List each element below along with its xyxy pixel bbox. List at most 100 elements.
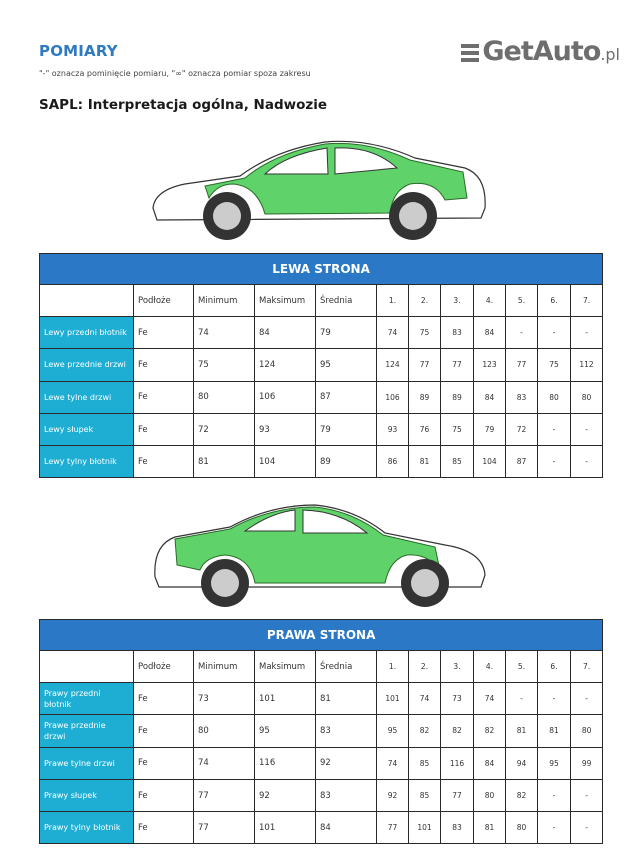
cell-value: 84 [473,315,506,350]
column-header: Średnia [315,650,377,683]
cell-value: 82 [505,778,538,813]
cell-value: 116 [254,746,316,780]
column-header: 4. [473,650,506,683]
cell-value: 84 [254,315,316,350]
cell-value: 83 [440,811,474,845]
column-header: 6. [537,650,571,683]
column-header: 3. [440,650,474,683]
table-row: Prawe przednie drzwi Fe 80 95 83 95 82 82 82 81 81… [39,714,604,748]
cell-value: 80 [569,714,604,748]
cell-value: Fe [133,380,194,414]
cell-value: 84 [315,811,377,845]
corner-cell [39,650,134,683]
cell-value: - [537,445,571,479]
cell-value: 79 [315,315,377,350]
row-label: Lewy przedni błotnik [39,315,134,350]
row-label: Prawe tylne drzwi [39,746,134,780]
cell-value: 94 [505,746,538,780]
cell-value: 83 [315,778,377,813]
cell-value: Fe [133,811,194,845]
cell-value: 73 [440,681,474,716]
cell-value: 74 [473,681,506,716]
cell-value: 106 [254,380,316,414]
cell-value: 84 [473,746,506,780]
cell-value: Fe [133,714,194,748]
cell-value: 101 [254,681,316,716]
row-label: Lewy tylny błotnik [39,445,134,479]
cell-value: 92 [254,778,316,813]
cell-value: 83 [440,315,474,350]
cell-value: 80 [569,380,604,414]
cell-value: 77 [505,348,538,382]
page-title: POMIARY [39,42,118,60]
cell-value: 81 [473,811,506,845]
cell-value: 95 [254,714,316,748]
cell-value: 72 [505,412,538,447]
row-label: Lewe przednie drzwi [39,348,134,382]
cell-value: 89 [440,380,474,414]
cell-value: 81 [193,445,255,479]
cell-value: 75 [537,348,571,382]
cell-value: 95 [315,348,377,382]
cell-value: 85 [408,778,441,813]
table-heading: PRAWA STRONA [38,619,604,651]
cell-value: 84 [473,380,506,414]
cell-value: - [569,445,604,479]
column-header: Średnia [315,284,377,317]
column-header: 2. [408,650,441,683]
table-row: Lewe tylne drzwi Fe 80 106 87 106 89 89 84 83 80 80 [39,380,604,414]
cell-value: 81 [505,714,538,748]
column-header: 5. [505,650,538,683]
cell-value: 82 [440,714,474,748]
cell-value: 87 [315,380,377,414]
watermark-text: GetAuto [482,36,601,67]
table-heading: LEWA STRONA [38,253,604,285]
column-header: Minimum [193,284,255,317]
cell-value: 101 [376,681,409,716]
cell-value: Fe [133,746,194,780]
cell-value: - [569,681,604,716]
cell-value: 74 [408,681,441,716]
cell-value: 82 [473,714,506,748]
cell-value: - [537,412,571,447]
cell-value: 104 [473,445,506,479]
cell-value: - [569,412,604,447]
cell-value: 80 [473,778,506,813]
section-subtitle: SAPL: Interpretacja ogólna, Nadwozie [39,97,327,113]
cell-value: Fe [133,412,194,447]
left-side-table: LEWA STRONA Podłoże Minimum Maksimum Średnia… [38,253,604,479]
cell-value: 74 [376,315,409,350]
column-header: 2. [408,284,441,317]
cell-value: 77 [440,778,474,813]
cell-value: 87 [505,445,538,479]
cell-value: - [537,778,571,813]
menu-bars-icon [461,41,480,65]
cell-value: - [569,778,604,813]
cell-value: - [537,811,571,845]
column-header: 3. [440,284,474,317]
car-right-side-diagram [154,504,486,607]
cell-value: Fe [133,681,194,716]
table-row: Lewy słupek Fe 72 93 79 93 76 75 79 72- - [39,412,604,447]
cell-value: 89 [315,445,377,479]
cell-value: 89 [408,380,441,414]
corner-cell [39,284,134,317]
cell-value: 75 [440,412,474,447]
row-label: Prawy słupek [39,778,134,813]
cell-value: 86 [376,445,409,479]
table-row: Lewy tylny błotnik Fe 81 104 89 86 81 85 104 87- - [39,445,604,479]
row-label: Prawe przednie drzwi [39,714,134,748]
cell-value: 112 [569,348,604,382]
column-header: Podłoże [133,284,194,317]
cell-value: 77 [408,348,441,382]
getauto-watermark-logo: GetAuto.pl [461,36,620,67]
cell-value: 99 [569,746,604,780]
column-header: 1. [376,650,409,683]
cell-value: 101 [254,811,316,845]
cell-value: 81 [315,681,377,716]
cell-value: 74 [193,746,255,780]
column-header: Maksimum [254,284,316,317]
cell-value: 77 [440,348,474,382]
car-left-side-diagram [152,140,486,240]
cell-value: 80 [193,714,255,748]
